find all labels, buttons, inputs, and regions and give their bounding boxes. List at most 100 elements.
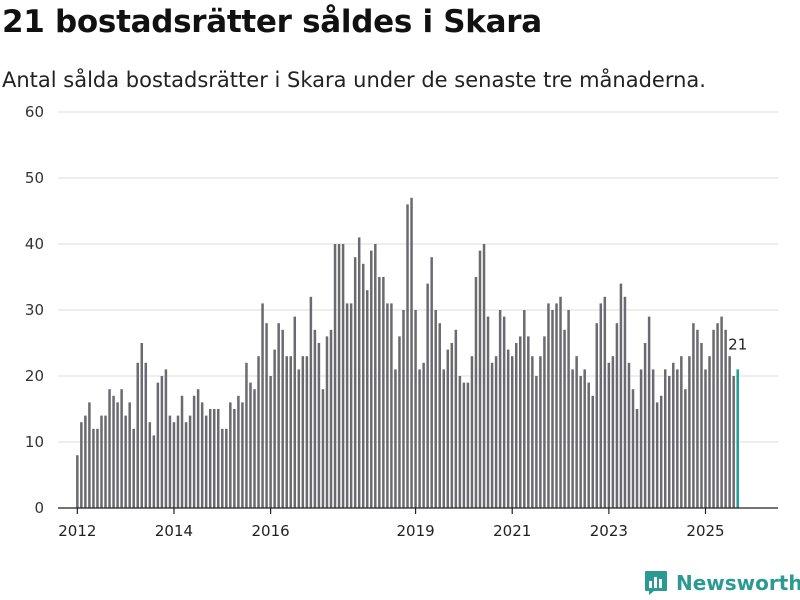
bar xyxy=(293,316,297,508)
bar xyxy=(603,296,607,508)
bar xyxy=(482,244,486,508)
bar xyxy=(212,409,216,508)
bar xyxy=(337,244,341,508)
bar xyxy=(96,428,99,508)
bar xyxy=(631,389,635,508)
bar xyxy=(285,356,288,508)
bar xyxy=(265,323,268,508)
bar xyxy=(446,349,450,508)
bar xyxy=(200,402,204,508)
bar xyxy=(410,197,413,509)
y-tick-label: 30 xyxy=(25,301,44,319)
bar xyxy=(728,356,731,508)
bar xyxy=(152,435,156,508)
bar xyxy=(583,369,586,508)
bar xyxy=(704,369,707,508)
bar xyxy=(225,428,228,508)
bar xyxy=(233,409,236,508)
bar-latest xyxy=(736,369,739,508)
bar xyxy=(720,316,723,508)
bar xyxy=(204,415,208,508)
bar xyxy=(458,376,462,508)
x-tick-label: 2023 xyxy=(590,522,628,540)
bar xyxy=(539,356,542,508)
bar xyxy=(619,283,623,508)
bar xyxy=(627,362,631,508)
newsworthy-logo: Newsworthy xyxy=(644,570,800,596)
bar xyxy=(506,349,510,508)
bar xyxy=(668,376,671,508)
bar xyxy=(196,389,200,508)
bar xyxy=(672,362,675,508)
newsworthy-logo-icon xyxy=(645,571,667,595)
bar xyxy=(422,362,425,508)
bar xyxy=(229,402,232,508)
bar xyxy=(659,395,663,508)
bar xyxy=(180,395,184,508)
bar xyxy=(543,336,546,508)
bar xyxy=(132,428,135,508)
bar xyxy=(531,356,534,508)
bar xyxy=(454,329,458,508)
bar xyxy=(639,369,643,508)
bar xyxy=(406,204,409,508)
bar xyxy=(353,257,357,508)
bar xyxy=(623,296,627,508)
bar xyxy=(386,303,389,508)
bar xyxy=(599,303,603,508)
bar xyxy=(378,277,381,508)
bar xyxy=(136,362,139,508)
latest-value-label: 21 xyxy=(728,335,747,353)
bar xyxy=(394,369,397,508)
bar xyxy=(370,250,373,508)
bar xyxy=(510,356,514,508)
bar xyxy=(84,415,87,508)
bar xyxy=(92,428,95,508)
bar xyxy=(349,303,353,508)
bar xyxy=(297,369,301,508)
bar xyxy=(80,422,83,508)
bar xyxy=(470,356,474,508)
bar xyxy=(144,362,148,508)
bar xyxy=(430,257,433,508)
bar xyxy=(663,369,667,508)
bar xyxy=(301,356,305,508)
bar xyxy=(289,356,292,508)
bar xyxy=(357,237,361,508)
bar xyxy=(442,369,446,508)
bar xyxy=(647,316,651,508)
bar xyxy=(688,356,691,508)
bar xyxy=(221,428,224,508)
bar xyxy=(261,303,264,508)
bar xyxy=(245,362,248,508)
bar xyxy=(160,376,164,508)
bar xyxy=(257,356,260,508)
bar xyxy=(329,329,333,508)
bar xyxy=(249,382,252,508)
bar xyxy=(438,323,441,508)
bar xyxy=(450,343,454,508)
bar xyxy=(490,362,494,508)
bar xyxy=(571,369,574,508)
bar xyxy=(313,329,317,508)
y-tick-label: 10 xyxy=(25,433,44,451)
bar xyxy=(708,356,711,508)
bar xyxy=(635,409,639,508)
bar xyxy=(523,310,526,508)
bar xyxy=(418,369,421,508)
bar xyxy=(88,402,91,508)
bar xyxy=(567,310,570,508)
bar xyxy=(305,356,309,508)
bar xyxy=(217,409,220,508)
bar xyxy=(325,336,329,508)
bar xyxy=(700,343,703,508)
bar xyxy=(241,402,244,508)
bar xyxy=(478,250,482,508)
bar xyxy=(587,382,590,508)
bar xyxy=(498,310,502,508)
bar xyxy=(551,310,554,508)
y-tick-label: 20 xyxy=(25,367,44,385)
bar xyxy=(494,356,498,508)
bar xyxy=(104,415,107,508)
bar xyxy=(486,316,490,508)
